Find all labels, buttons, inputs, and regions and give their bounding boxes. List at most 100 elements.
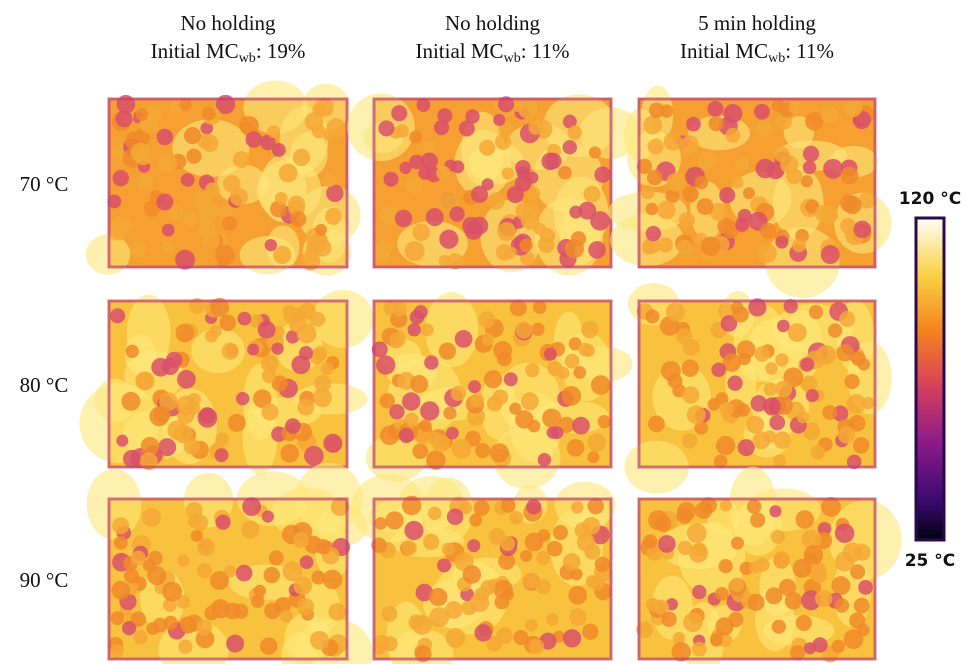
grain <box>649 103 664 118</box>
grain <box>186 149 201 164</box>
grain <box>414 305 428 319</box>
grain <box>763 382 777 396</box>
grain <box>800 357 814 371</box>
grain <box>563 553 581 571</box>
grain <box>687 405 706 424</box>
grain <box>446 628 466 648</box>
grain <box>538 453 551 466</box>
grain <box>676 328 692 344</box>
grain <box>558 166 572 180</box>
grain <box>112 517 129 534</box>
subtitle-rest: : 11% <box>521 39 570 63</box>
grain <box>187 401 200 414</box>
grain <box>792 239 806 253</box>
grain <box>380 426 399 445</box>
grain <box>156 193 173 210</box>
grain <box>648 415 665 432</box>
grain <box>587 433 606 452</box>
grain <box>113 170 129 186</box>
grain <box>565 354 580 369</box>
grain <box>565 239 584 258</box>
grain <box>578 343 592 357</box>
grain <box>763 397 781 415</box>
grain <box>723 104 742 123</box>
grain <box>202 232 220 250</box>
grain <box>202 107 216 121</box>
grain <box>114 536 128 550</box>
grain <box>521 392 539 410</box>
grain <box>853 437 869 453</box>
grain <box>526 499 541 514</box>
grain <box>412 224 429 241</box>
grain <box>123 450 141 468</box>
grain <box>801 376 817 392</box>
grain <box>177 370 196 389</box>
grain <box>125 345 138 358</box>
grain <box>469 514 482 527</box>
grain <box>666 303 685 322</box>
grain <box>738 209 752 223</box>
grain <box>479 311 496 328</box>
grain <box>707 101 723 117</box>
grain <box>683 613 703 633</box>
grain <box>772 620 786 634</box>
grain <box>750 512 765 527</box>
grain <box>180 616 197 633</box>
grain <box>443 407 456 420</box>
grain <box>773 551 790 568</box>
grain <box>716 436 735 455</box>
grain <box>110 644 124 658</box>
grain <box>395 210 412 227</box>
grain <box>509 511 523 525</box>
grain <box>737 340 756 359</box>
grain <box>701 237 721 257</box>
grain <box>796 615 812 631</box>
grain <box>409 614 425 630</box>
grain <box>540 228 555 243</box>
grain <box>409 155 424 170</box>
grain <box>300 555 314 569</box>
grain <box>290 211 306 227</box>
thermal-images <box>79 80 901 664</box>
grain <box>681 360 698 377</box>
grain <box>421 323 434 336</box>
subtitle-subscript: wb <box>768 51 785 66</box>
grain <box>666 173 685 192</box>
column-title: No holding <box>180 11 276 35</box>
grain <box>851 351 866 366</box>
grain <box>310 631 329 650</box>
grain <box>222 216 237 231</box>
grain <box>697 151 715 169</box>
grain <box>646 203 659 216</box>
grain <box>760 223 776 239</box>
grain <box>680 135 699 154</box>
grain <box>582 624 598 640</box>
grain <box>754 346 769 361</box>
grain <box>238 312 252 326</box>
grain <box>692 585 706 599</box>
grain <box>657 201 675 219</box>
grain <box>162 224 175 237</box>
grain <box>178 640 192 654</box>
grain <box>479 140 495 156</box>
grain <box>730 578 744 592</box>
grain <box>743 187 755 199</box>
grain <box>493 389 509 405</box>
grain <box>181 173 195 187</box>
grain <box>568 125 582 139</box>
grain <box>838 426 856 444</box>
grain <box>572 417 590 435</box>
grain <box>812 637 827 652</box>
grain <box>439 230 458 249</box>
grain <box>294 576 313 595</box>
grain <box>254 585 266 597</box>
grain <box>215 448 229 462</box>
grain <box>574 366 587 379</box>
subtitle-rest: : 19% <box>256 39 306 63</box>
grain <box>236 392 249 405</box>
grain <box>484 370 502 388</box>
grain <box>658 535 676 553</box>
grain <box>455 330 473 348</box>
grain <box>280 609 293 622</box>
column-subtitle: Initial MCwb: 19% <box>151 39 306 66</box>
